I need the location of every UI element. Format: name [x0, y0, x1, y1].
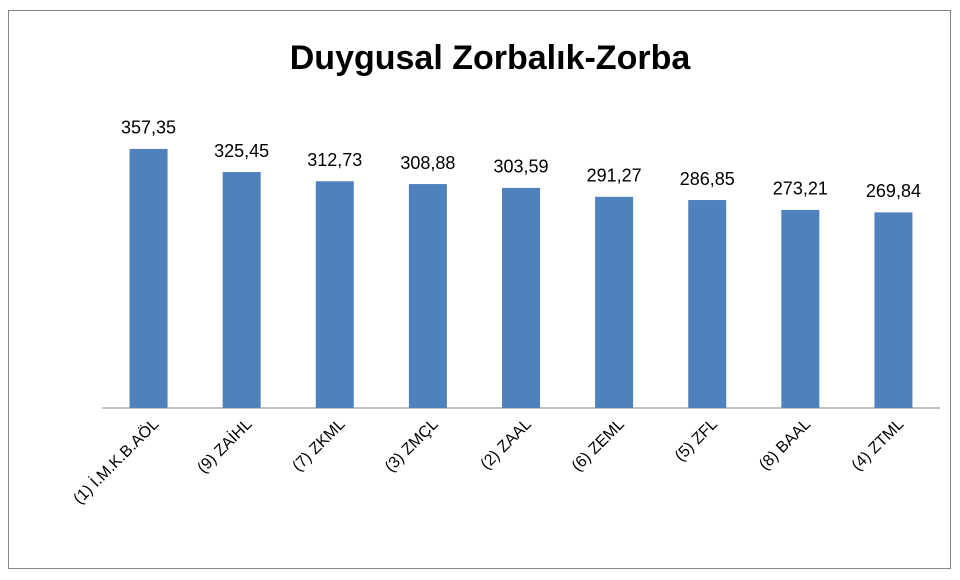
bar — [502, 187, 540, 408]
bar — [781, 209, 820, 408]
bar — [595, 196, 634, 408]
bar — [315, 181, 354, 408]
bar — [408, 184, 447, 408]
data-label: 291,27 — [587, 166, 642, 186]
bar — [129, 148, 168, 408]
chart-title: Duygusal Zorbalık-Zorba — [290, 39, 692, 77]
data-label: 286,85 — [680, 169, 735, 189]
data-label: 308,88 — [400, 153, 455, 173]
data-label: 303,59 — [493, 157, 548, 177]
bar — [688, 200, 727, 408]
data-label: 273,21 — [773, 179, 828, 199]
data-label: 357,35 — [121, 118, 176, 138]
bar — [874, 212, 913, 408]
data-label: 312,73 — [307, 150, 362, 170]
bar — [222, 172, 261, 408]
data-label: 325,45 — [214, 141, 269, 161]
data-label: 269,84 — [866, 181, 921, 201]
